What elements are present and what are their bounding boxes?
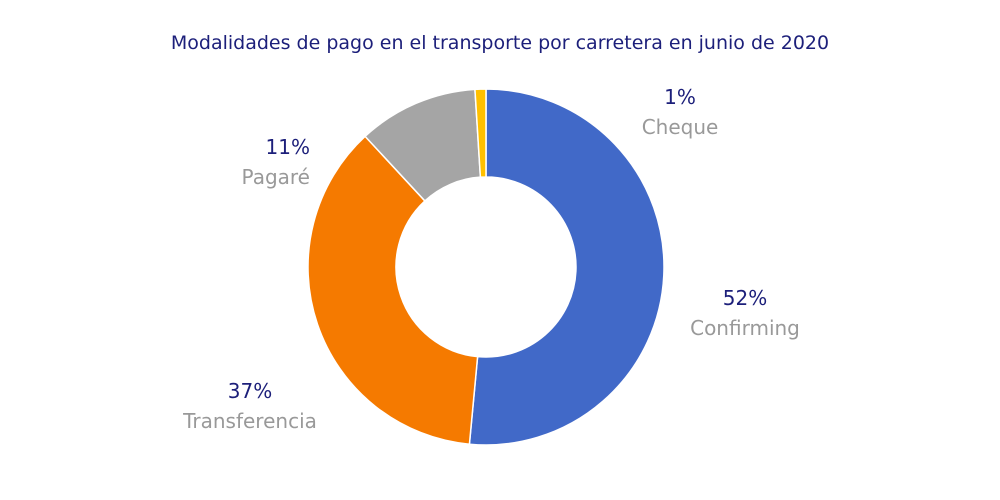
label-pagare: 11% Pagaré <box>200 132 310 192</box>
slice-name: Pagaré <box>241 165 310 189</box>
slice-percent: 37% <box>227 379 273 403</box>
slice-transferencia <box>307 135 479 446</box>
slice-name: Cheque <box>641 115 719 139</box>
label-transferencia: 37% Transferencia <box>170 376 330 436</box>
slice-name: Confirming <box>690 316 800 340</box>
slice-percent: 11% <box>265 135 310 159</box>
slice-name: Transferencia <box>183 409 317 433</box>
slice-confirming <box>468 88 665 446</box>
label-confirming: 52% Confirming <box>680 283 810 343</box>
slice-percent: 1% <box>664 85 696 109</box>
label-cheque: 1% Cheque <box>620 82 740 142</box>
chart-title: Modalidades de pago en el transporte por… <box>170 32 830 54</box>
slice-cheque <box>474 88 487 178</box>
slice-percent: 52% <box>722 286 768 310</box>
